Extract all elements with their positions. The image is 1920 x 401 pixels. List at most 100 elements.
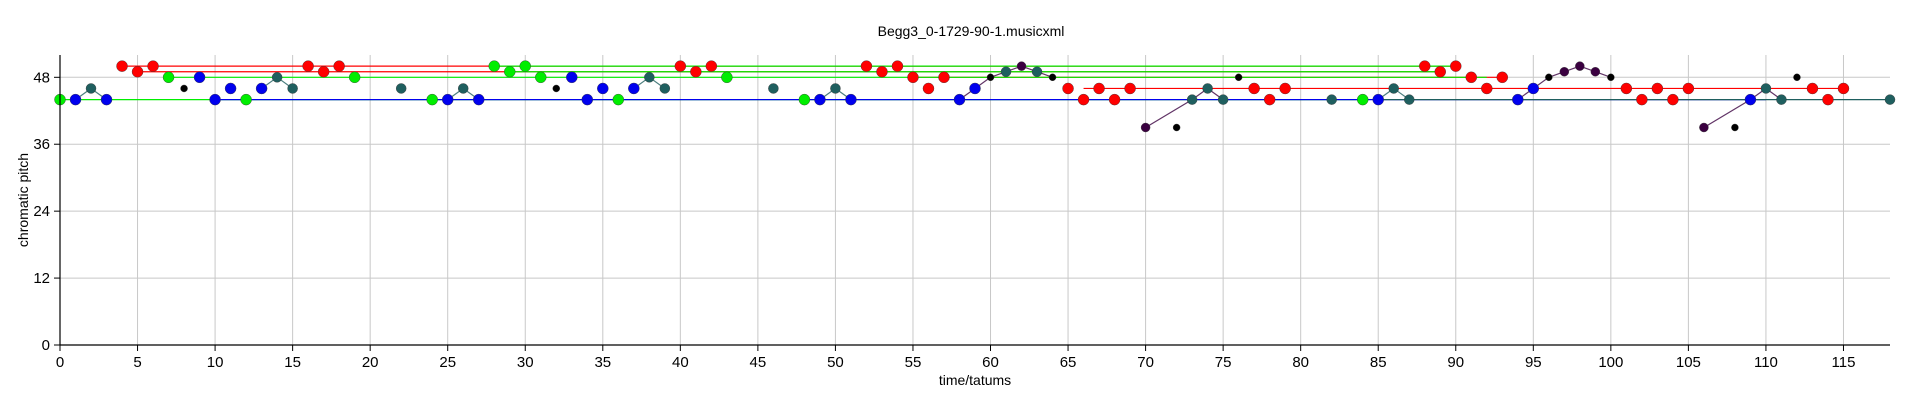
note-point-green: [240, 93, 252, 106]
note-point-green: [612, 93, 625, 106]
connector-lines: [75, 65, 1782, 129]
note-point-black: [1234, 73, 1243, 82]
x-tick-label: 95: [1525, 354, 1542, 371]
note-point-blue: [969, 82, 981, 95]
note-point-black: [1048, 73, 1057, 82]
y-tick-label: 0: [42, 337, 50, 354]
note-point-blue: [473, 93, 485, 106]
y-tick-label: 36: [33, 136, 50, 153]
note-point-red: [1279, 82, 1291, 95]
note-point-red: [674, 60, 687, 72]
note-point-red: [1496, 71, 1508, 84]
x-tick-label: 55: [905, 354, 922, 371]
x-tick-label: 25: [439, 354, 456, 371]
note-point-red: [1263, 93, 1276, 106]
note-point-blue: [953, 93, 966, 106]
note-point-blue: [1512, 93, 1524, 106]
note-point-blue: [255, 82, 268, 95]
note-point-teal: [1031, 66, 1043, 77]
x-tick-label: 50: [827, 354, 844, 371]
x-tick-label: 85: [1370, 354, 1387, 371]
x-tick-label: 10: [207, 354, 224, 371]
note-point-green: [1357, 93, 1369, 106]
note-point-teal: [1186, 94, 1198, 105]
note-point-purple: [1016, 61, 1027, 71]
note-point-red: [1450, 60, 1462, 72]
connector-purple: [1145, 87, 1224, 129]
note-point-green: [348, 71, 361, 84]
note-point-teal: [287, 83, 298, 94]
x-tick-label: 40: [672, 354, 689, 371]
note-point-red: [1077, 93, 1090, 106]
x-ticks: 0 5 10 15 20 25 30 35 40 45 50 55 60 65 70 75 80 85 90 95 10…: [56, 345, 1856, 371]
note-point-red: [317, 66, 330, 78]
note-point-red: [907, 71, 919, 84]
note-points: [54, 60, 1896, 133]
note-point-red: [147, 60, 159, 72]
note-point-green: [504, 66, 516, 78]
note-point-red: [690, 66, 702, 78]
grid-lines: [60, 55, 1890, 345]
note-point-green: [488, 60, 500, 72]
note-point-red: [1248, 82, 1260, 95]
note-point-black: [552, 84, 560, 93]
note-point-teal: [1388, 83, 1399, 94]
x-tick-label: 110: [1754, 354, 1778, 371]
x-axis-label: time/tatums: [939, 372, 1011, 388]
note-point-red: [891, 60, 904, 72]
note-point-teal: [1404, 94, 1415, 105]
note-point-red: [1636, 93, 1648, 106]
note-point-teal: [395, 83, 407, 94]
note-point-blue: [1527, 82, 1540, 95]
note-point-purple: [1559, 67, 1570, 77]
note-point-teal: [659, 83, 671, 94]
y-tick-label: 48: [33, 69, 50, 86]
note-point-blue: [69, 93, 82, 106]
note-point-teal: [1776, 94, 1787, 105]
x-tick-label: 70: [1137, 354, 1154, 371]
axes: [59, 55, 1890, 346]
x-tick-label: 100: [1598, 354, 1623, 371]
note-point-green: [798, 93, 811, 106]
x-tick-label: 0: [56, 354, 64, 371]
note-point-blue: [581, 93, 593, 106]
note-point-black: [986, 73, 995, 82]
note-point-red: [1806, 82, 1819, 95]
note-point-red: [1682, 82, 1695, 95]
note-point-black: [1731, 123, 1739, 132]
note-point-red: [1837, 82, 1850, 95]
note-point-blue: [100, 93, 113, 106]
x-tick-label: 5: [133, 354, 141, 371]
x-tick-label: 75: [1215, 354, 1232, 371]
y-axis-label: chromatic pitch: [15, 153, 31, 247]
note-point-blue: [628, 82, 640, 95]
note-point-blue: [224, 82, 237, 95]
note-point-blue: [1744, 93, 1757, 106]
note-point-red: [1419, 60, 1431, 72]
x-tick-label: 35: [594, 354, 611, 371]
note-point-blue: [193, 71, 206, 84]
note-point-green: [519, 60, 531, 72]
x-tick-label: 90: [1447, 354, 1464, 371]
connector-purple: [1703, 87, 1782, 129]
note-point-purple: [1575, 61, 1585, 71]
x-tick-label: 65: [1060, 354, 1077, 371]
note-point-red: [1465, 71, 1477, 84]
note-point-red: [1093, 82, 1105, 95]
note-point-red: [1822, 93, 1834, 106]
note-point-black: [1172, 123, 1181, 132]
note-point-red: [1434, 66, 1446, 78]
note-point-red: [1620, 82, 1633, 95]
note-point-green: [535, 71, 547, 84]
note-point-red: [1651, 82, 1664, 95]
note-point-red: [1667, 93, 1679, 106]
note-point-red: [876, 66, 888, 78]
x-tick-label: 115: [1832, 354, 1856, 371]
y-tick-label: 12: [33, 270, 50, 287]
note-point-green: [162, 71, 175, 84]
note-point-red: [116, 60, 128, 72]
x-tick-label: 80: [1292, 354, 1309, 371]
note-point-blue: [442, 93, 454, 106]
x-tick-label: 45: [750, 354, 767, 371]
note-point-red: [705, 60, 718, 72]
